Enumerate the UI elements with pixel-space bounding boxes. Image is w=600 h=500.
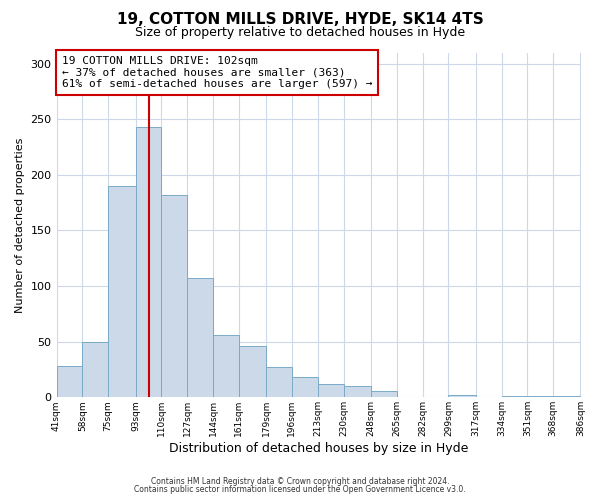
Text: 19 COTTON MILLS DRIVE: 102sqm
← 37% of detached houses are smaller (363)
61% of : 19 COTTON MILLS DRIVE: 102sqm ← 37% of d… xyxy=(62,56,372,89)
X-axis label: Distribution of detached houses by size in Hyde: Distribution of detached houses by size … xyxy=(169,442,468,455)
Bar xyxy=(108,186,136,398)
Bar xyxy=(161,195,187,398)
Bar xyxy=(502,396,527,398)
Bar xyxy=(136,127,161,398)
Bar xyxy=(318,384,344,398)
Bar xyxy=(213,335,239,398)
Text: Contains HM Land Registry data © Crown copyright and database right 2024.: Contains HM Land Registry data © Crown c… xyxy=(151,477,449,486)
Text: Contains public sector information licensed under the Open Government Licence v3: Contains public sector information licen… xyxy=(134,485,466,494)
Bar xyxy=(239,346,266,398)
Bar xyxy=(292,378,318,398)
Bar xyxy=(553,396,580,398)
Bar xyxy=(187,278,213,398)
Bar xyxy=(82,342,108,398)
Bar xyxy=(371,390,397,398)
Bar xyxy=(448,395,476,398)
Bar xyxy=(266,368,292,398)
Text: 19, COTTON MILLS DRIVE, HYDE, SK14 4TS: 19, COTTON MILLS DRIVE, HYDE, SK14 4TS xyxy=(116,12,484,28)
Text: Size of property relative to detached houses in Hyde: Size of property relative to detached ho… xyxy=(135,26,465,39)
Bar xyxy=(527,396,553,398)
Bar xyxy=(344,386,371,398)
Bar xyxy=(56,366,82,398)
Y-axis label: Number of detached properties: Number of detached properties xyxy=(15,137,25,312)
